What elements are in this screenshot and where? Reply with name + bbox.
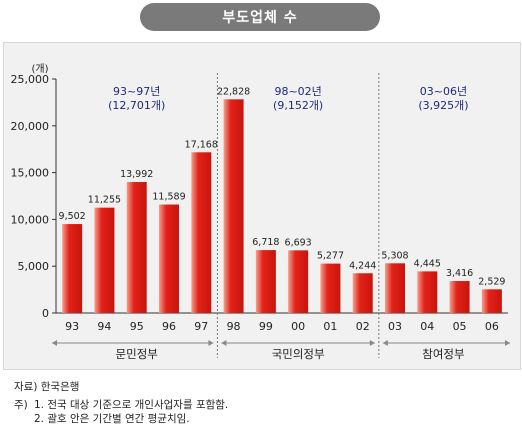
bar (417, 271, 438, 313)
footnotes: 주) 1. 전국 대상 기준으로 개인사업자를 포함함. 2. 괄호 안은 기간… (14, 398, 228, 426)
x-tick-label: 00 (291, 320, 305, 333)
bar (320, 263, 341, 313)
period-name-label: 참여정부 (422, 347, 464, 361)
bar-value-label: 3,416 (446, 268, 473, 279)
x-tick-label: 93 (65, 320, 79, 333)
period-average-label: (3,925개) (418, 99, 468, 112)
y-tick-label: 20,000 (11, 120, 50, 133)
period-arrow-head-right (505, 340, 510, 346)
bar-value-label: 11,589 (152, 192, 185, 203)
bar-value-label: 22,828 (217, 86, 250, 97)
bar (94, 207, 115, 313)
y-tick-label: 10,000 (11, 213, 50, 226)
period-arrow-head-right (208, 340, 214, 346)
bar (159, 204, 179, 313)
x-tick-label: 95 (130, 320, 144, 333)
period-average-label: (9,152개) (273, 99, 323, 112)
bar (191, 152, 212, 313)
bar-value-label: 5,277 (317, 251, 344, 262)
x-tick-label: 02 (356, 320, 370, 333)
y-tick-label: 15,000 (11, 167, 50, 180)
bar-value-label: 4,244 (349, 260, 376, 271)
period-name-label: 문민정부 (116, 347, 158, 361)
period-arrow-head-left (52, 340, 57, 346)
x-tick-label: 94 (97, 320, 111, 333)
chart-title: 부도업체 수 (140, 3, 380, 31)
y-tick-label: 5,000 (18, 260, 50, 273)
x-tick-label: 97 (194, 320, 208, 333)
y-unit-label: (개) (31, 63, 48, 75)
x-tick-label: 98 (227, 320, 241, 333)
bar-value-label: 4,445 (414, 258, 441, 269)
period-years-label: 93~97년 (113, 85, 160, 98)
period-name-bg (108, 347, 165, 361)
x-tick-label: 03 (388, 320, 402, 333)
note-prefix: 주) (14, 399, 28, 411)
bar (352, 273, 373, 313)
bar (449, 281, 470, 313)
bar (255, 250, 276, 313)
bar-value-label: 6,693 (285, 237, 312, 248)
chart-panel (3, 42, 521, 370)
bar-value-label: 2,529 (478, 276, 505, 287)
bar (481, 289, 502, 313)
bar (62, 224, 83, 313)
bar-value-label: 6,718 (252, 237, 279, 248)
bar (385, 263, 405, 313)
x-tick-label: 05 (453, 320, 467, 333)
bar (126, 182, 147, 313)
period-years-label: 98~02년 (274, 85, 321, 98)
bar-value-label: 9,502 (59, 211, 86, 222)
x-tick-label: 99 (259, 320, 273, 333)
note-item-1: 1. 전국 대상 기준으로 개인사업자를 포함함. (34, 399, 229, 411)
period-name-bg (264, 347, 333, 361)
bar-value-label: 17,168 (185, 139, 218, 150)
note-item-2: 2. 괄호 안은 기간별 연간 평균치임. (34, 413, 190, 425)
x-tick-label: 01 (323, 320, 337, 333)
bar-value-label: 5,308 (381, 250, 408, 261)
period-years-label: 03~06년 (420, 85, 467, 98)
period-arrow-head-left (382, 340, 388, 346)
period-average-label: (12,701개) (108, 99, 165, 112)
bar (223, 99, 244, 313)
bar (288, 250, 309, 313)
y-tick-label: 0 (42, 307, 49, 320)
period-name-label: 국민의정부 (272, 347, 325, 361)
period-arrow-head-left (221, 340, 227, 346)
source-note: 자료) 한국은행 (14, 381, 80, 393)
bar-value-label: 11,255 (88, 195, 121, 206)
x-tick-label: 06 (485, 320, 499, 333)
period-arrow-head-right (369, 340, 375, 346)
x-tick-label: 04 (420, 320, 434, 333)
bar-value-label: 13,992 (120, 169, 153, 180)
x-tick-label: 96 (162, 320, 176, 333)
period-name-bg (415, 347, 472, 361)
y-tick-label: 25,000 (11, 73, 50, 86)
